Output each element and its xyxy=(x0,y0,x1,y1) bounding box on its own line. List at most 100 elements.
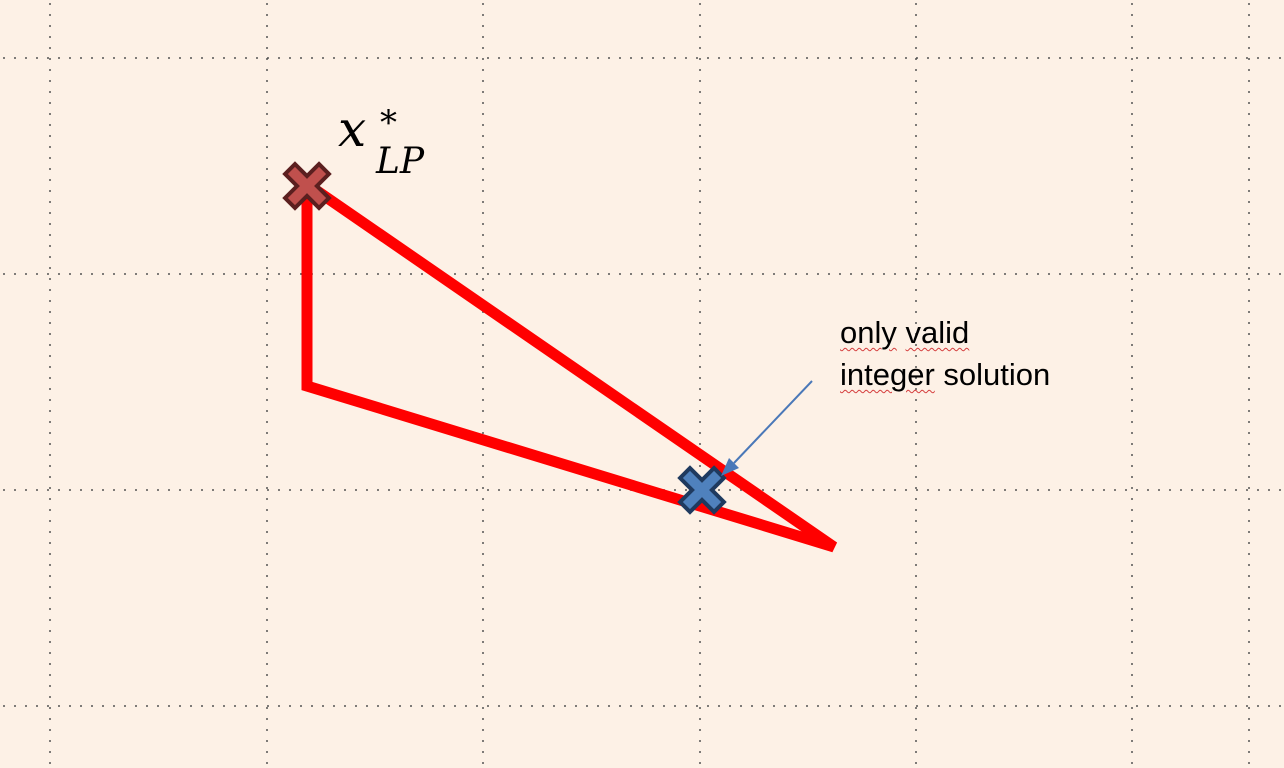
grid-dot xyxy=(482,740,484,742)
grid-dot xyxy=(699,300,701,302)
grid-dot xyxy=(905,57,907,59)
grid-dot xyxy=(699,124,701,126)
grid-dot xyxy=(1004,57,1006,59)
grid-dot xyxy=(915,641,917,643)
annotation-line-2: integer solution xyxy=(840,354,1050,396)
grid-dot xyxy=(49,333,51,335)
grid-dot xyxy=(905,705,907,707)
grid-dot xyxy=(49,762,51,764)
grid-dot xyxy=(619,57,621,59)
grid-dot xyxy=(1092,705,1094,707)
grid-dot xyxy=(266,102,268,104)
grid-dot xyxy=(289,489,291,491)
grid-dot xyxy=(1131,718,1133,720)
grid-dot xyxy=(993,705,995,707)
grid-dot xyxy=(344,57,346,59)
grid-dot xyxy=(1213,705,1215,707)
grid-dot xyxy=(1131,542,1133,544)
grid-dot xyxy=(487,489,489,491)
grid-dot xyxy=(1131,91,1133,93)
grid-dot xyxy=(872,489,874,491)
grid-dot xyxy=(699,344,701,346)
grid-dot xyxy=(915,586,917,588)
grid-dot xyxy=(699,14,701,16)
grid-dot xyxy=(212,489,214,491)
grid-dot xyxy=(266,619,268,621)
grid-dot xyxy=(482,201,484,203)
grid-dot xyxy=(366,705,368,707)
grid-dot xyxy=(266,300,268,302)
grid-dot xyxy=(266,267,268,269)
grid-dot xyxy=(1131,3,1133,5)
grid-dot xyxy=(135,57,137,59)
grid-dot xyxy=(113,57,115,59)
grid-dot xyxy=(553,273,555,275)
grid-dot xyxy=(266,377,268,379)
grid-dot xyxy=(245,57,247,59)
grid-dot xyxy=(124,273,126,275)
grid-dot xyxy=(674,57,676,59)
grid-dot xyxy=(699,80,701,82)
grid-dot xyxy=(699,740,701,742)
grid-dot xyxy=(266,531,268,533)
grid-dot xyxy=(575,57,577,59)
grid-dot xyxy=(699,729,701,731)
grid-dot xyxy=(696,57,698,59)
grid-dot xyxy=(894,273,896,275)
grid-dot xyxy=(482,608,484,610)
grid-dot xyxy=(1248,25,1250,27)
grid-dot xyxy=(201,273,203,275)
grid-dot xyxy=(14,489,16,491)
grid-dot xyxy=(1248,399,1250,401)
grid-dot xyxy=(266,586,268,588)
grid-dot xyxy=(49,3,51,5)
grid-dot xyxy=(179,57,181,59)
grid-dot xyxy=(1114,273,1116,275)
grid-dot xyxy=(1248,641,1250,643)
grid-dot xyxy=(1248,245,1250,247)
grid-dot xyxy=(1248,652,1250,654)
grid-dot xyxy=(1125,57,1127,59)
grid-dot xyxy=(1235,57,1237,59)
grid-dot xyxy=(266,476,268,478)
grid-dot xyxy=(915,674,917,676)
grid-dot xyxy=(1191,57,1193,59)
grid-dot xyxy=(699,366,701,368)
grid-dot xyxy=(1103,273,1105,275)
grid-dot xyxy=(49,740,51,742)
grid-dot xyxy=(784,57,786,59)
grid-dot xyxy=(1191,705,1193,707)
grid-dot xyxy=(465,273,467,275)
grid-dot xyxy=(49,586,51,588)
grid-dot xyxy=(872,705,874,707)
grid-dot xyxy=(915,597,917,599)
grid-dot xyxy=(482,344,484,346)
grid-dot xyxy=(699,25,701,27)
grid-dot xyxy=(1131,630,1133,632)
grid-dot xyxy=(1248,707,1250,709)
grid-dot xyxy=(278,57,280,59)
grid-dot xyxy=(751,273,753,275)
grid-dot xyxy=(1248,465,1250,467)
grid-dot xyxy=(454,57,456,59)
grid-dot xyxy=(1131,520,1133,522)
grid-dot xyxy=(699,685,701,687)
grid-dot xyxy=(597,57,599,59)
grid-dot xyxy=(949,705,951,707)
grid-dot xyxy=(49,300,51,302)
grid-dot xyxy=(266,388,268,390)
grid-dot xyxy=(410,705,412,707)
grid-dot xyxy=(699,597,701,599)
grid-dot xyxy=(266,135,268,137)
grid-dot xyxy=(740,705,742,707)
grid-dot xyxy=(718,705,720,707)
grid-dot xyxy=(1169,705,1171,707)
grid-dot xyxy=(266,47,268,49)
grid-dot xyxy=(245,705,247,707)
grid-dot xyxy=(3,57,5,59)
grid-dot xyxy=(564,489,566,491)
grid-dot xyxy=(1224,705,1226,707)
grid-dot xyxy=(699,3,701,5)
grid-dot xyxy=(927,273,929,275)
grid-dot xyxy=(91,57,93,59)
